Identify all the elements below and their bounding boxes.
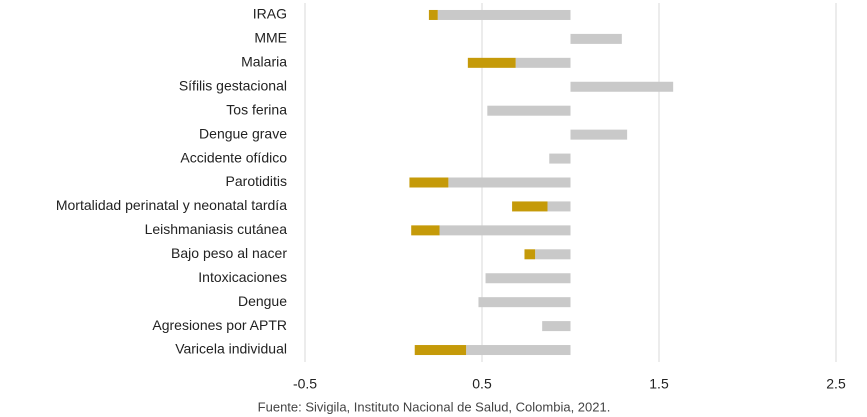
y-tick-label: Parotiditis: [226, 173, 287, 189]
highlight-bar: [524, 249, 536, 260]
y-tick-label: Leishmaniasis cutánea: [145, 221, 288, 237]
y-tick-label: Mortalidad perinatal y neonatal tardía: [56, 197, 287, 213]
y-tick-label: MME: [254, 30, 287, 46]
bar: [478, 297, 571, 308]
bar: [570, 129, 628, 140]
bar: [570, 33, 622, 44]
y-tick-label: Agresiones por APTR: [152, 317, 287, 333]
y-tick-label: Dengue: [238, 293, 287, 309]
y-tick-label: Dengue grave: [199, 125, 287, 141]
bar: [439, 225, 571, 236]
highlight-bar: [414, 345, 467, 356]
x-tick-label: 2.5: [826, 376, 846, 392]
y-tick-label: Sífilis gestacional: [179, 77, 287, 93]
highlight-bar: [409, 177, 449, 188]
y-tick-label: IRAG: [253, 6, 287, 22]
y-tick-label: Accidente ofídico: [180, 149, 287, 165]
bar: [448, 177, 571, 188]
bar: [515, 57, 571, 68]
highlight-bar: [428, 9, 438, 20]
highlight-bar: [411, 225, 440, 236]
y-tick-label: Tos ferina: [226, 101, 287, 117]
x-tick-label: 1.5: [649, 376, 669, 392]
source-note: Fuente: Sivigila, Instituto Nacional de …: [258, 399, 611, 414]
bar: [570, 81, 674, 92]
x-tick-label: 0.5: [472, 376, 492, 392]
bar: [542, 321, 571, 332]
bar: [466, 345, 571, 356]
highlight-bar: [512, 201, 548, 212]
x-tick-label: -0.5: [293, 376, 317, 392]
bar: [485, 273, 571, 284]
bar: [547, 201, 571, 212]
bar: [535, 249, 571, 260]
bar: [437, 9, 571, 20]
bar: [549, 153, 571, 164]
highlight-bar: [467, 57, 516, 68]
bar: [487, 105, 571, 116]
y-tick-label: Bajo peso al nacer: [171, 245, 287, 261]
y-tick-label: Varicela individual: [175, 341, 287, 357]
y-tick-label: Intoxicaciones: [198, 269, 287, 285]
y-tick-label: Malaria: [241, 54, 287, 70]
